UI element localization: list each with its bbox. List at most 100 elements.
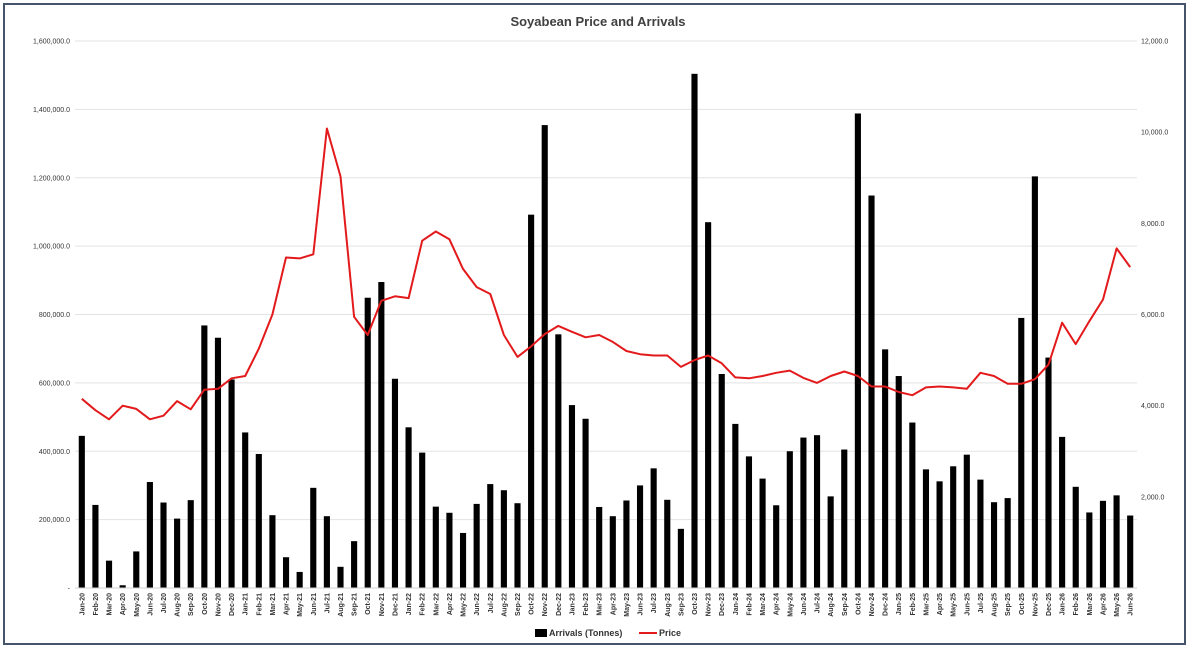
right-axis-tick-label: 6,000.0: [1141, 312, 1164, 319]
x-axis-tick-label: Sep-23: [678, 593, 685, 616]
x-axis-tick-label: Aug-24: [828, 593, 835, 617]
arrivals-bar: [282, 557, 290, 588]
x-axis-tick-label: Jul-23: [651, 593, 658, 613]
arrivals-bar: [487, 484, 494, 588]
arrivals-bar: [582, 418, 589, 588]
x-axis-tick-label: Oct-22: [529, 593, 536, 615]
gridlines: [75, 40, 1137, 521]
x-axis-tick-label: Sep-21: [352, 593, 359, 616]
x-axis-tick-label: Jan-21: [243, 593, 250, 615]
right-axis-ticks: 2,000.0 4,000.0 6,000.0 8,000.0 10,000.0 12,0…: [1141, 39, 1168, 502]
x-axis-tick-label: May-23: [624, 593, 631, 617]
legend-label-arrivals: Arrivals (Tonnes): [549, 628, 622, 638]
x-axis-tick-label: Sep-25: [1005, 593, 1012, 616]
arrivals-bar: [963, 454, 970, 588]
arrivals-bar: [405, 427, 412, 588]
x-axis-tick-label: Apr-21: [284, 593, 291, 615]
arrivals-bar: [718, 373, 725, 588]
arrivals-bar: [364, 297, 371, 588]
x-axis-tick-label: Apr-26: [1101, 593, 1108, 615]
x-axis-tick-label: Jan-26: [1060, 593, 1067, 615]
arrivals-bar: [187, 500, 194, 588]
arrivals-bar: [1045, 357, 1052, 588]
x-axis-tick-label: Feb-20: [93, 593, 100, 616]
x-axis-tick-label: Jun-23: [638, 593, 645, 616]
x-axis-tick-label: Jan-22: [406, 593, 413, 615]
x-axis-tick-label: Mar-21: [270, 593, 277, 616]
arrivals-bar: [732, 423, 739, 588]
x-axis-tick-label: Feb-21: [256, 593, 263, 616]
x-axis-tick-label: Nov-23: [706, 593, 713, 616]
arrivals-bar: [459, 532, 467, 588]
arrivals-bar: [950, 466, 957, 588]
chart-frame: Soyabean Price and Arrivals - 200,000.0 40…: [3, 3, 1186, 645]
arrivals-bar: [160, 502, 167, 588]
x-axis-tick-label: Dec-22: [556, 593, 563, 616]
arrivals-bar: [105, 560, 113, 588]
price-line: [81, 127, 1132, 421]
arrivals-bar: [201, 325, 208, 588]
arrivals-bar: [759, 478, 766, 588]
left-axis-tick-label: 1,200,000.0: [33, 175, 70, 182]
arrivals-bar: [1099, 500, 1107, 588]
x-axis-tick-label: Jul-22: [488, 593, 495, 613]
arrivals-bar: [854, 113, 861, 588]
legend: Arrivals (Tonnes) Price: [535, 628, 681, 638]
x-axis-tick-label: Dec-20: [229, 593, 236, 616]
arrivals-bar: [813, 435, 821, 588]
x-axis-tick-label: Aug-21: [338, 593, 345, 617]
right-axis-tick-label: 4,000.0: [1141, 403, 1164, 410]
legend-swatch-arrivals: [535, 629, 547, 637]
x-axis-tick-label: Jan-23: [570, 593, 577, 615]
x-axis-tick-label: Feb-24: [747, 593, 754, 616]
arrivals-bar: [473, 503, 480, 588]
right-axis-tick-label: 12,000.0: [1141, 39, 1168, 46]
soyabean-chart: Soyabean Price and Arrivals - 200,000.0 40…: [33, 14, 1168, 638]
x-axis-tick-label: Oct-24: [855, 593, 862, 615]
x-axis-tick-label: Dec-21: [393, 593, 400, 616]
arrivals-bar: [146, 482, 153, 588]
arrivals-bar: [623, 500, 630, 588]
arrivals-bar: [745, 456, 753, 588]
right-axis-tick-label: 8,000.0: [1141, 221, 1164, 228]
x-axis-tick-label: Sep-22: [515, 593, 522, 616]
arrivals-bar: [310, 487, 317, 588]
left-axis-ticks: - 200,000.0 400,000.0 600,000.0 800,000.0 1,0…: [33, 39, 71, 593]
x-axis-tick-label: Aug-22: [501, 593, 508, 617]
arrivals-bar: [596, 506, 603, 588]
arrivals-bar: [568, 405, 576, 588]
arrivals-bar: [378, 282, 385, 588]
x-axis-tick-label: May-20: [134, 593, 141, 617]
arrivals-bar: [500, 490, 507, 588]
arrivals-bar: [323, 516, 330, 588]
x-axis-tick-label: Mar-23: [597, 593, 604, 616]
arrivals-bar: [909, 422, 916, 588]
arrivals-bar: [609, 516, 616, 588]
arrivals-bar: [636, 485, 644, 588]
arrivals-bar: [882, 349, 889, 588]
arrivals-bar: [650, 468, 657, 588]
x-axis-tick-label: Nov-25: [1032, 593, 1039, 616]
arrivals-bar: [691, 73, 698, 588]
x-axis-tick-label: Apr-25: [937, 593, 944, 615]
arrivals-bar: [977, 479, 984, 588]
x-axis-tick-label: Nov-24: [869, 593, 876, 616]
x-axis-tick-label: Jun-21: [311, 593, 318, 616]
x-axis-tick-label: Dec-25: [1046, 593, 1053, 616]
arrivals-bar: [922, 469, 930, 588]
arrivals-bar: [773, 505, 780, 588]
arrivals-bar: [555, 334, 562, 588]
arrivals-bar: [1059, 436, 1066, 588]
arrivals-bar: [1018, 317, 1025, 588]
arrivals-bar: [841, 449, 848, 588]
right-axis-tick-label: 2,000.0: [1141, 494, 1164, 501]
x-axis-tick-label: Feb-22: [420, 593, 427, 616]
x-axis-tick-label: Aug-20: [175, 593, 182, 617]
arrivals-bar: [1113, 495, 1120, 588]
x-axis-tick-label: Feb-26: [1073, 593, 1080, 616]
arrivals-bar: [214, 337, 222, 588]
arrivals-bar: [1004, 498, 1011, 588]
x-axis-tick-label: Nov-21: [379, 593, 386, 616]
arrivals-bar: [528, 214, 535, 589]
price-series: [81, 127, 1132, 421]
